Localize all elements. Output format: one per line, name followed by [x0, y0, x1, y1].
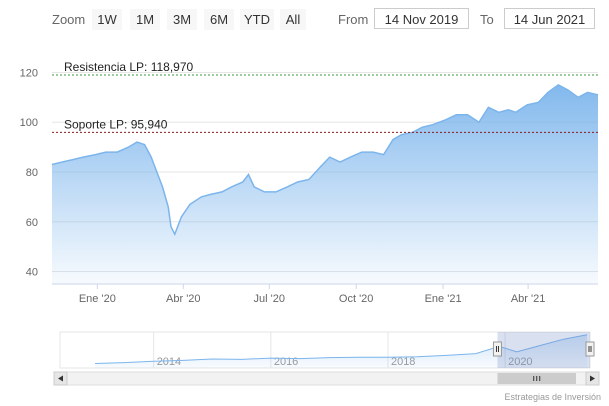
- navigator[interactable]: 2014201620182020: [59, 331, 595, 369]
- scroll-left-arrow-icon: [58, 375, 63, 382]
- price-line: [51, 84, 599, 237]
- range-selector: Zoom 1W 1M 3M 6M YTD All From 14 Nov 201…: [0, 0, 609, 40]
- credits: Estrategias de Inversión: [504, 392, 601, 402]
- zoom-6m-button[interactable]: 6M: [204, 9, 234, 30]
- navigator-left-handle: [492, 341, 502, 357]
- price-area: [52, 84, 598, 285]
- y-tick-label: 80: [26, 167, 38, 179]
- scrollbar[interactable]: [53, 371, 600, 386]
- zoom-1w-button[interactable]: 1W: [92, 9, 122, 30]
- x-tick-label: Abr '20: [166, 293, 201, 305]
- x-tick-label: Jul '20: [254, 293, 285, 305]
- x-tick-label: Ene '21: [425, 293, 462, 305]
- navigator-right-handle: [585, 341, 595, 357]
- x-tick-label: Oct '20: [339, 293, 374, 305]
- y-tick-label: 40: [26, 267, 38, 279]
- navigator-selection: [497, 332, 590, 368]
- y-tick-label: 120: [20, 67, 38, 79]
- y-tick-label: 60: [26, 217, 38, 229]
- zoom-3m-button[interactable]: 3M: [167, 9, 197, 30]
- y-axis: 40 60 80 100 120: [20, 67, 38, 278]
- y-tick-label: 100: [20, 117, 38, 129]
- support-label: Soporte LP: 95,940: [64, 117, 168, 131]
- navigator-line: [95, 334, 588, 364]
- x-axis: Ene '20 Abr '20 Jul '20 Oct '20 Ene '21 Abr '…: [79, 284, 545, 305]
- x-tick-label: Abr '21: [511, 293, 546, 305]
- zoom-ytd-button[interactable]: YTD: [240, 9, 274, 30]
- from-label: From: [338, 12, 369, 27]
- to-label: To: [480, 12, 494, 27]
- zoom-label: Zoom: [52, 12, 86, 27]
- x-tick-label: Ene '20: [79, 293, 116, 305]
- to-date-input[interactable]: 14 Jun 2021: [504, 8, 595, 29]
- resistance-label: Resistencia LP: 118,970: [64, 60, 194, 74]
- zoom-all-button[interactable]: All: [280, 9, 306, 30]
- navigator-area: [95, 334, 588, 368]
- from-date-input[interactable]: 14 Nov 2019: [374, 8, 469, 29]
- level-annotations: Resistencia LP: 118,970 Soporte LP: 95,94…: [52, 60, 598, 133]
- zoom-1m-button[interactable]: 1M: [130, 9, 160, 30]
- scroll-right-arrow-icon: [590, 375, 595, 382]
